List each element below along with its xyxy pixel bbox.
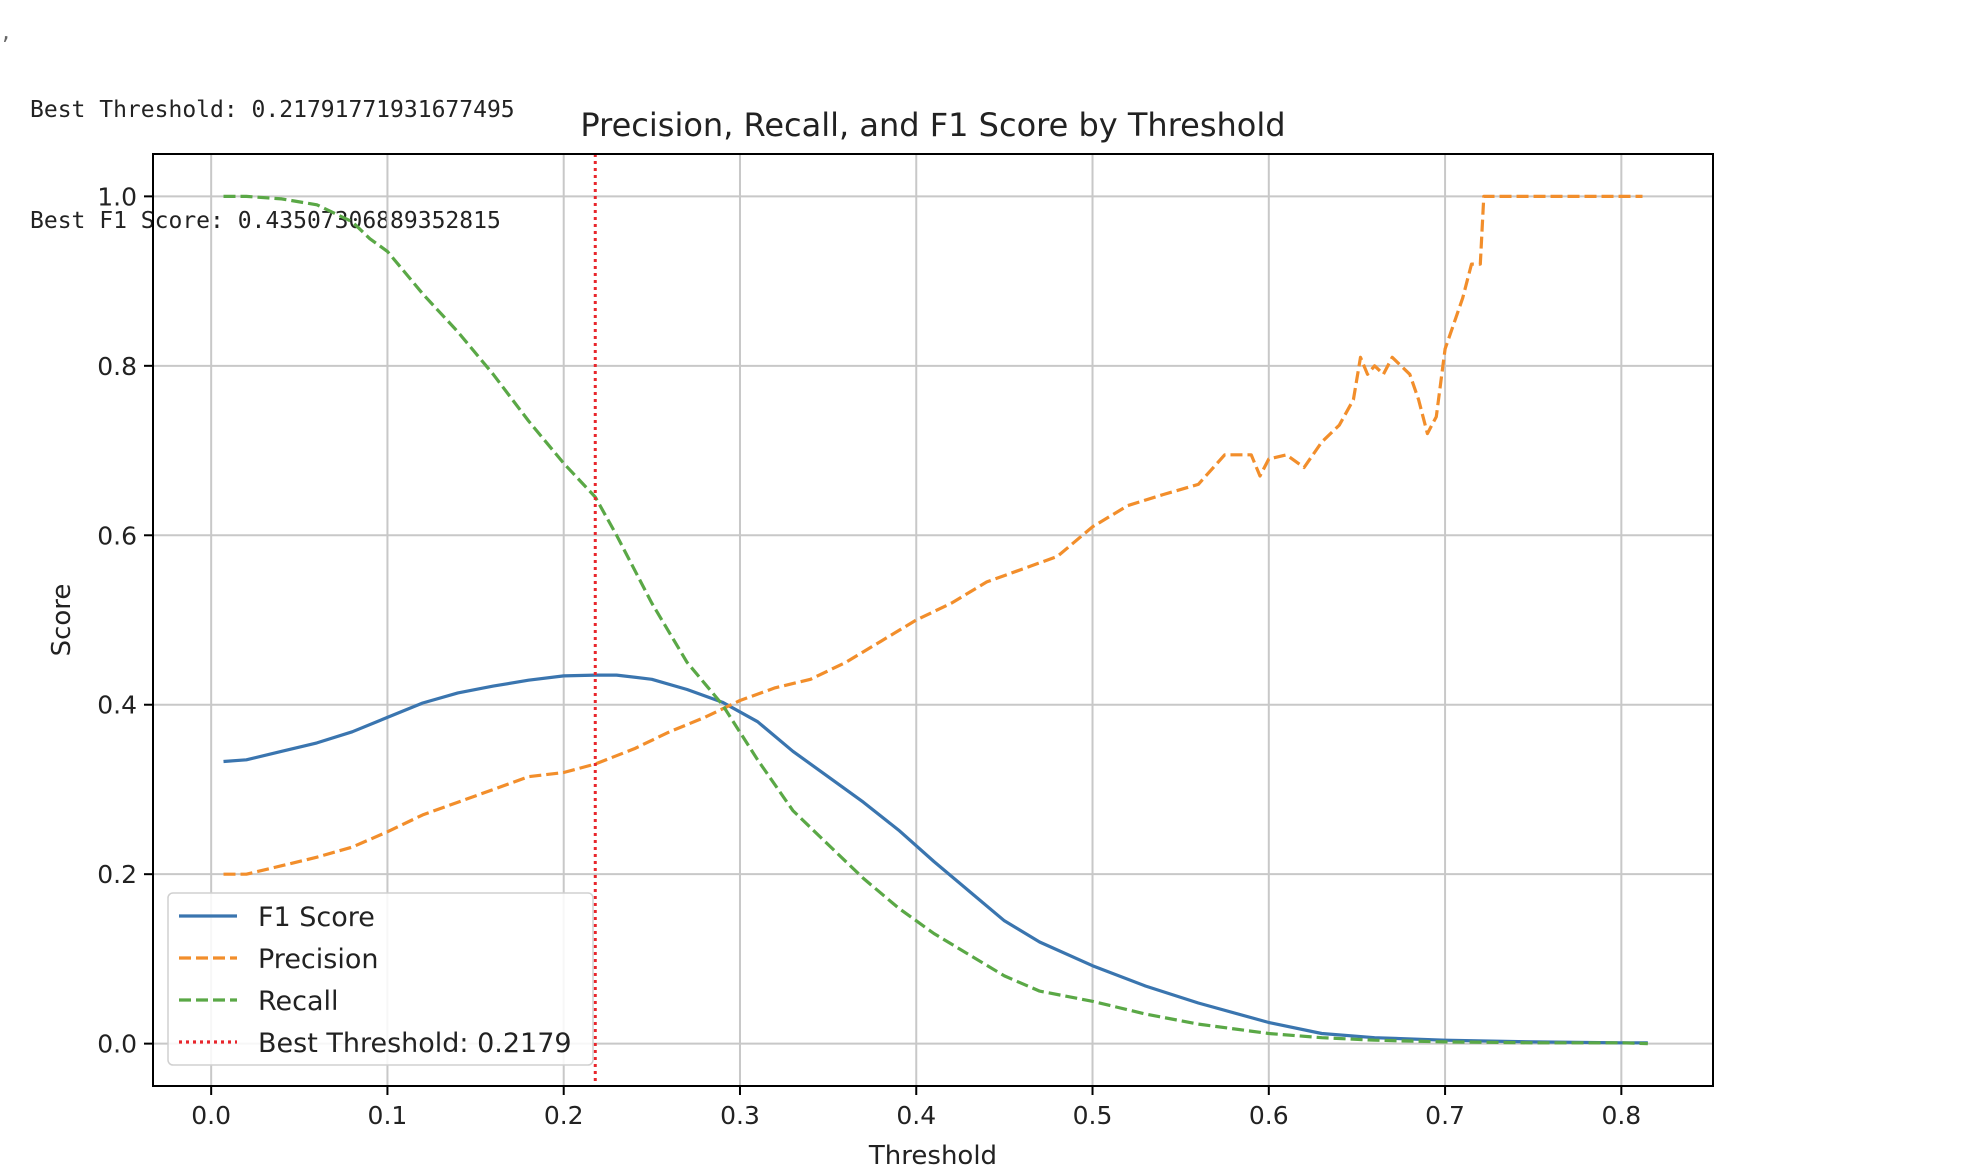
- y-axis-label: Score: [47, 584, 77, 657]
- legend-label: Recall: [258, 986, 339, 1017]
- cell-output: Best Threshold: 0.21791771931677495 Best…: [30, 18, 515, 277]
- series-precision: [223, 194, 1643, 876]
- x-tick-label: 0.2: [544, 1101, 584, 1130]
- plot-frame: [152, 153, 1714, 1087]
- series-recall: [223, 194, 1648, 1046]
- best-f1-output: Best F1 Score: 0.43507306889352815: [30, 208, 501, 234]
- cell-output-marker: ,: [0, 20, 13, 44]
- axis-ticks: 0.0 0.1 0.2 0.3 0.4 0.5 0.6 0.7 0.8 0.0 0.2 0.4 0.6 0…: [97, 182, 1641, 1130]
- y-tick-label: 0.4: [97, 691, 137, 720]
- series-f1-score: [223, 673, 1648, 1045]
- best-threshold-output: Best Threshold: 0.21791771931677495: [30, 97, 515, 123]
- legend-label: Precision: [258, 944, 378, 975]
- legend: F1 Score Precision Recall Best Threshold: 0…: [167, 892, 594, 1066]
- y-tick-label: 0.6: [97, 521, 137, 550]
- legend-label: Best Threshold: 0.2179: [258, 1028, 572, 1059]
- x-tick-label: 0.5: [1073, 1101, 1113, 1130]
- y-tick-label: 1.0: [97, 182, 137, 211]
- y-tick-label: 0.0: [97, 1030, 137, 1059]
- y-tick-label: 0.8: [97, 352, 137, 381]
- x-tick-label: 0.0: [191, 1101, 231, 1130]
- x-tick-label: 0.6: [1249, 1101, 1289, 1130]
- x-tick-label: 0.8: [1601, 1101, 1641, 1130]
- y-tick-label: 0.2: [97, 860, 137, 889]
- x-tick-label: 0.1: [368, 1101, 408, 1130]
- chart-title: Precision, Recall, and F1 Score by Thres…: [580, 106, 1285, 144]
- x-tick-label: 0.3: [720, 1101, 760, 1130]
- x-axis-label: Threshold: [868, 1141, 997, 1166]
- x-tick-label: 0.4: [896, 1101, 936, 1130]
- legend-label: F1 Score: [258, 902, 375, 933]
- legend-box: [167, 892, 594, 1066]
- x-tick-label: 0.7: [1425, 1101, 1465, 1130]
- series-lines: [223, 154, 1648, 1086]
